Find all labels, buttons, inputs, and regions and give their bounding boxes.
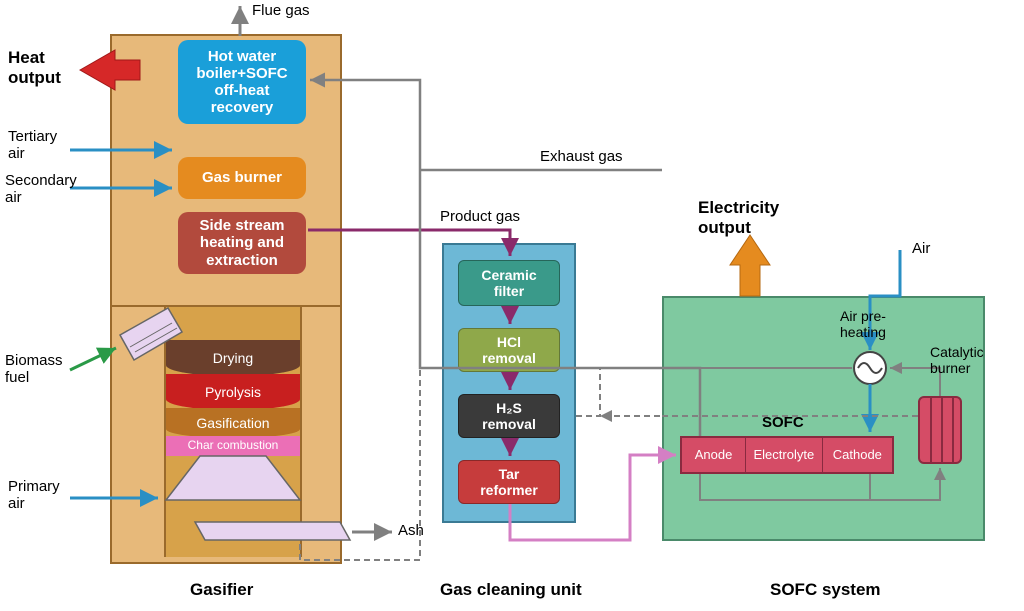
- hcl-removal-block: HCl removal: [458, 328, 560, 372]
- sofc-system-title: SOFC system: [770, 580, 881, 600]
- air-label: Air: [912, 240, 930, 257]
- sofc-label: SOFC: [762, 414, 804, 431]
- boiler-block: Hot water boiler+SOFC off-heat recovery: [178, 40, 306, 124]
- secondary-air-label: Secondary air: [5, 172, 77, 206]
- h2s-removal-block: H₂S removal: [458, 394, 560, 438]
- anode-cell: Anode: [682, 438, 746, 472]
- sofc-cell-group: Anode Electrolyte Cathode: [680, 436, 894, 474]
- ash-label: Ash: [398, 522, 424, 539]
- electrolyte-cell: Electrolyte: [746, 438, 823, 472]
- tertiary-air-label: Tertiary air: [8, 128, 57, 162]
- flue-gas-label: Flue gas: [252, 2, 310, 19]
- drying-layer: Drying: [166, 340, 300, 376]
- pyrolysis-layer: Pyrolysis: [166, 374, 300, 410]
- air-preheating-label: Air pre- heating: [840, 308, 886, 340]
- heat-output-label: Heat output: [8, 48, 61, 88]
- primary-air-label: Primary air: [8, 478, 60, 512]
- cathode-cell: Cathode: [823, 438, 892, 472]
- gasifier-title: Gasifier: [190, 580, 253, 600]
- tar-reformer-block: Tar reformer: [458, 460, 560, 504]
- exhaust-gas-label: Exhaust gas: [540, 148, 623, 165]
- gas-burner-block: Gas burner: [178, 157, 306, 199]
- catalytic-burner-label: Catalytic burner: [930, 344, 984, 376]
- product-gas-label: Product gas: [440, 208, 520, 225]
- char-combustion-layer: Char combustion: [166, 436, 300, 456]
- side-stream-block: Side stream heating and extraction: [178, 212, 306, 274]
- catalytic-burner-block: [918, 396, 962, 464]
- ceramic-filter-block: Ceramic filter: [458, 260, 560, 306]
- biomass-fuel-label: Biomass fuel: [5, 352, 63, 386]
- gasification-layer: Gasification: [166, 408, 300, 438]
- electricity-output-label: Electricity output: [698, 198, 779, 238]
- gcu-title: Gas cleaning unit: [440, 580, 582, 600]
